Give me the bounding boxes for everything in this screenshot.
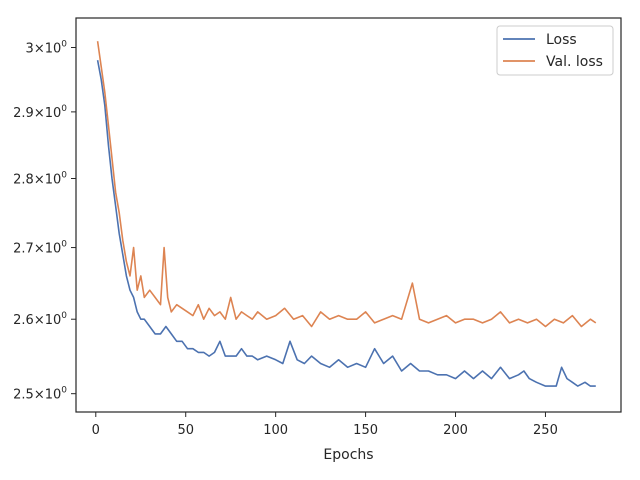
legend-label-1: Loss [546,32,577,48]
x-axis: 0 50 100 150 200 250 [92,412,558,438]
y-axis: 2.5×100 2.6×100 2.7×100 2.8×100 2.9×100 3×100 [13,40,76,403]
series-line-2 [96,41,597,328]
y-tick-label: 2.5×100 [13,386,67,403]
series-line-1 [96,60,596,387]
y-tick-label: 3×100 [26,40,68,57]
series-layer [96,41,597,387]
legend: Loss Val. loss [496,25,614,76]
x-tick-label: 250 [533,423,558,438]
legend-label-2: Val. loss [546,54,603,70]
x-tick-label: 200 [443,423,468,438]
x-tick-label: 0 [92,423,100,438]
y-tick-label: 2.8×100 [13,171,67,188]
x-axis-label: Epochs [323,447,373,463]
x-tick-label: 150 [353,423,378,438]
y-tick-label: 2.7×100 [13,240,67,257]
y-tick-label: 2.9×100 [13,104,67,121]
legend-items: Loss Val. loss [503,32,603,70]
y-tick-label: 2.6×100 [13,311,67,328]
plot-frame [75,17,622,413]
x-tick-label: 100 [263,423,288,438]
x-tick-label: 50 [177,423,194,438]
